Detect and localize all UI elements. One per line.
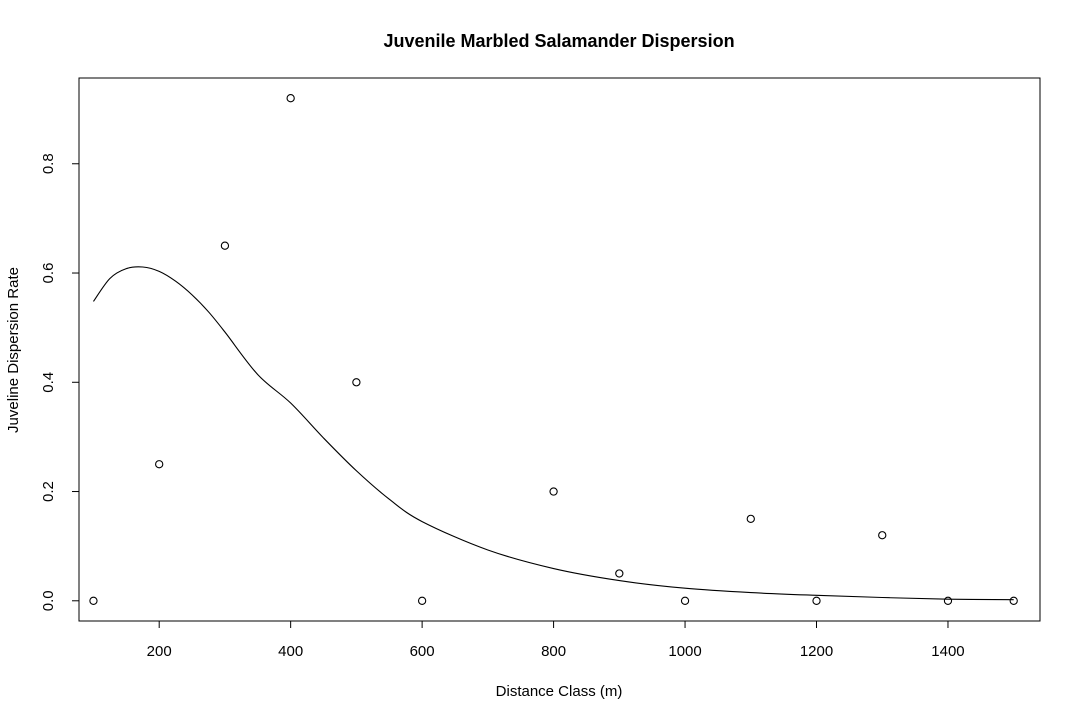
- x-tick-label: 200: [147, 643, 172, 660]
- data-point: [155, 460, 164, 469]
- x-tick-label: 1000: [668, 643, 701, 660]
- data-point: [680, 596, 690, 605]
- x-axis: 200 400 600 800 1000 1200 1400: [147, 620, 965, 660]
- data-point: [352, 378, 361, 387]
- y-tick-label: 0.2: [40, 481, 57, 502]
- y-axis-label: Juveline Dispersion Rate: [5, 267, 22, 433]
- data-point: [549, 487, 558, 496]
- y-axis: 0.0 0.2 0.4 0.6 0.8: [40, 153, 80, 611]
- x-tick-label: 1400: [931, 643, 964, 660]
- y-tick-label: 0.0: [40, 590, 57, 611]
- fitted-curve: [93, 266, 1014, 601]
- data-point: [615, 569, 624, 578]
- x-tick-label: 1200: [800, 643, 833, 660]
- data-point: [286, 94, 295, 103]
- x-tick-label: 400: [278, 643, 303, 660]
- data-point: [878, 531, 887, 540]
- plot-frame: [78, 77, 1041, 622]
- x-tick-label: 600: [410, 643, 435, 660]
- data-point: [812, 596, 821, 605]
- data-point: [943, 596, 953, 605]
- x-axis-label: Distance Class (m): [496, 683, 623, 700]
- x-tick-label: 800: [541, 643, 566, 660]
- data-points: [89, 94, 1018, 605]
- data-point: [220, 241, 230, 250]
- y-tick-label: 0.6: [40, 263, 57, 284]
- data-point: [417, 596, 427, 605]
- data-point: [89, 596, 98, 605]
- data-point: [746, 514, 755, 523]
- chart-title: Juvenile Marbled Salamander Dispersion: [383, 31, 734, 51]
- y-tick-label: 0.8: [40, 153, 57, 174]
- data-point: [1009, 596, 1018, 605]
- y-tick-label: 0.4: [40, 372, 57, 393]
